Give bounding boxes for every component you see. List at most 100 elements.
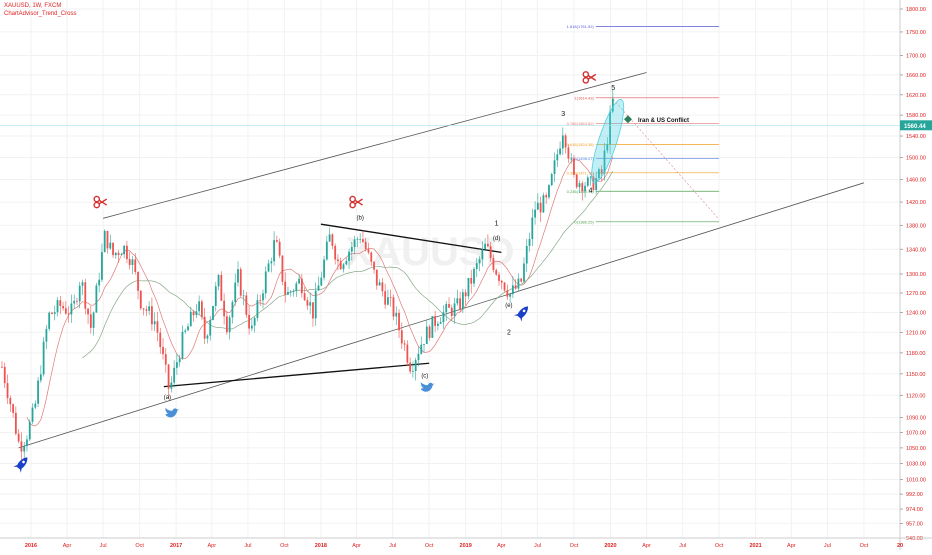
candle-body xyxy=(48,312,51,329)
price-tick-label: 1700.00 xyxy=(906,54,926,60)
candle-body xyxy=(500,280,503,283)
twitter-bird-icon xyxy=(420,382,435,392)
candle-body xyxy=(151,306,153,325)
candle-body xyxy=(470,277,473,284)
candle-body xyxy=(103,230,106,253)
scissors-blade xyxy=(98,199,108,206)
time-tick-label: Jul xyxy=(534,543,541,549)
candle-body xyxy=(106,230,109,249)
candle-body xyxy=(409,362,412,372)
candle-body xyxy=(156,321,159,333)
candle-body xyxy=(473,268,475,284)
wave-label: 5 xyxy=(611,85,615,92)
fib-level-label: 0.786(1563.82) xyxy=(567,121,595,126)
fib-level-label: 0.5(1498.07) xyxy=(571,156,594,161)
time-tick-label: Jul xyxy=(244,543,251,549)
candle-body xyxy=(378,282,381,286)
fib-level-label: 0(1386.25) xyxy=(574,219,594,224)
price-tick-label: 940.00 xyxy=(906,536,923,542)
candle-body xyxy=(553,160,556,175)
candle-body xyxy=(12,404,14,413)
candle-body xyxy=(445,304,448,313)
price-tick-label: 1620.00 xyxy=(906,93,926,99)
candle-body xyxy=(492,258,495,271)
candle-body xyxy=(287,291,289,295)
candle-body xyxy=(561,135,564,149)
scissors-handle xyxy=(93,201,101,209)
candle-body xyxy=(170,382,173,389)
candle-body xyxy=(281,255,284,282)
candle-body xyxy=(589,176,592,178)
price-tick-label: 1380.00 xyxy=(906,223,926,229)
time-tick-label: Oct xyxy=(135,543,144,549)
triangle-line xyxy=(320,223,502,253)
candle-body xyxy=(26,439,28,447)
wave-label: (a) xyxy=(164,395,171,401)
candle-body xyxy=(278,241,281,256)
candle-body xyxy=(567,147,570,159)
candle-body xyxy=(517,278,520,289)
candle-body xyxy=(442,312,445,323)
candle-body xyxy=(389,297,392,299)
candle-body xyxy=(14,412,17,434)
candle-body xyxy=(62,305,64,309)
moving-average-slow xyxy=(82,171,614,359)
candle-body xyxy=(392,297,395,317)
time-tick-label: Apr xyxy=(497,543,506,549)
candle-body xyxy=(253,317,256,326)
fib-level-label: 0.382(1471.75) xyxy=(567,170,595,175)
candle-body xyxy=(578,183,581,188)
scissors-handle xyxy=(582,71,590,78)
scissors-icon xyxy=(93,195,108,209)
candle-body xyxy=(53,312,56,314)
candle-body xyxy=(450,307,453,317)
candle-body xyxy=(350,246,353,252)
candle-body xyxy=(123,245,126,255)
candle-body xyxy=(603,150,606,174)
candle-body xyxy=(189,311,192,327)
candle-body xyxy=(534,209,536,218)
candle-body xyxy=(187,326,189,331)
candle-body xyxy=(362,239,364,242)
candle-body xyxy=(67,313,70,315)
candle-body xyxy=(467,277,470,297)
candle-body xyxy=(575,174,578,188)
candle-body xyxy=(584,185,586,192)
candle-body xyxy=(528,239,531,246)
rocket-body xyxy=(16,457,28,470)
scissors-handle xyxy=(349,195,356,203)
scissors-icon xyxy=(349,195,363,209)
candle-body xyxy=(370,252,373,262)
candle-body xyxy=(550,174,553,186)
candle-body xyxy=(586,177,589,186)
candle-body xyxy=(114,252,117,256)
candle-body xyxy=(76,300,78,302)
wave-label: 4 xyxy=(589,187,593,194)
candle-body xyxy=(203,316,206,339)
scissors-blade xyxy=(354,198,363,205)
conflict-ellipse[interactable] xyxy=(586,97,630,186)
candle-body xyxy=(400,330,403,344)
candle-body xyxy=(142,308,145,310)
wave-label: (c) xyxy=(421,373,428,379)
candle-body xyxy=(78,285,81,302)
price-tick-label: 1270.00 xyxy=(906,291,926,297)
candle-body xyxy=(112,242,114,256)
wave-label: 3 xyxy=(561,111,565,118)
candle-body xyxy=(406,344,409,363)
candle-body xyxy=(92,312,95,328)
scissors-icon xyxy=(582,71,597,84)
candle-body xyxy=(375,269,378,286)
candle-body xyxy=(234,282,237,303)
price-tick-label: 1340.00 xyxy=(906,247,926,253)
twitter-bird-icon xyxy=(165,407,180,418)
candle-body xyxy=(581,183,584,192)
candle-body xyxy=(456,298,459,304)
candle-body xyxy=(137,271,139,291)
candle-body xyxy=(412,371,414,372)
candle-body xyxy=(145,309,148,311)
candle-body xyxy=(220,275,223,301)
price-tick-label: 1800.00 xyxy=(906,7,926,13)
